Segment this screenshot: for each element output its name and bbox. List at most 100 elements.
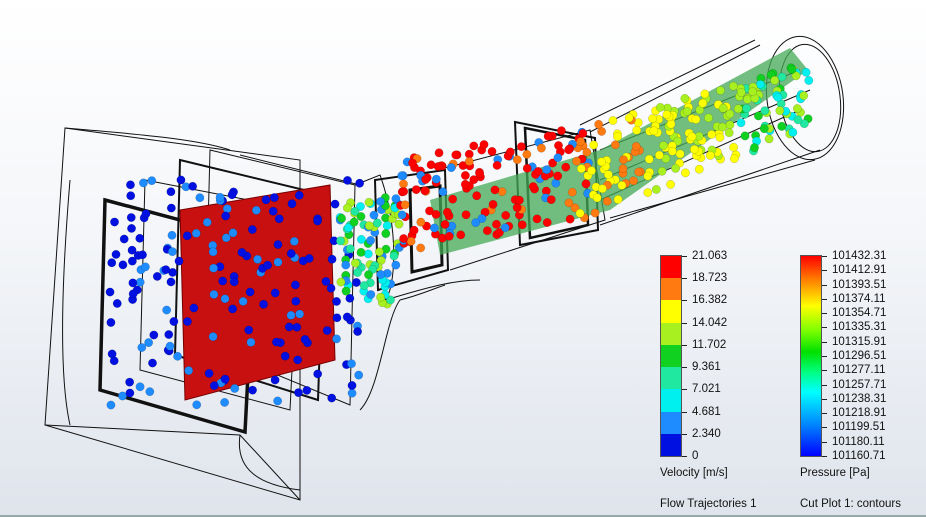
particle	[162, 305, 172, 315]
particle	[270, 375, 280, 385]
particle	[208, 247, 218, 257]
velocity-color-bar	[660, 255, 682, 457]
legend-tick	[822, 370, 827, 372]
velocity-color-band	[661, 389, 681, 412]
particle	[382, 221, 392, 231]
particle	[221, 211, 231, 221]
particle	[736, 87, 746, 97]
particle	[176, 175, 186, 185]
particle	[556, 126, 566, 136]
particle	[788, 127, 798, 137]
particle	[127, 245, 137, 255]
particle	[341, 260, 351, 270]
particle	[227, 190, 237, 200]
particle	[304, 254, 314, 263]
legend-tick	[822, 356, 827, 357]
velocity-color-band	[661, 344, 681, 368]
particle	[128, 289, 138, 299]
particle	[596, 157, 606, 167]
particle	[356, 212, 366, 222]
particle	[355, 202, 365, 211]
particle	[777, 72, 787, 82]
particle	[440, 219, 450, 229]
legend-tick	[822, 341, 827, 343]
particle	[675, 149, 685, 159]
particle	[204, 368, 214, 378]
particle	[144, 338, 154, 348]
particle	[514, 195, 524, 205]
legend-label: 101393.51	[832, 278, 887, 291]
particle	[505, 147, 515, 157]
particle	[215, 192, 225, 202]
particle	[149, 330, 159, 340]
particle	[259, 299, 269, 309]
particle	[516, 142, 526, 152]
particle	[105, 287, 115, 297]
particle	[666, 119, 676, 129]
particle	[680, 94, 690, 103]
particle	[106, 318, 116, 327]
legend-tick	[682, 344, 687, 346]
particle	[135, 382, 145, 392]
legend-tick	[822, 456, 827, 457]
particle	[460, 179, 470, 189]
particle	[350, 206, 360, 216]
particle	[112, 299, 122, 308]
particle	[691, 114, 701, 124]
particle	[597, 184, 607, 194]
legend-tick	[682, 433, 687, 435]
pressure-plot-name: Cut Plot 1: contours	[800, 498, 901, 510]
legend-label: 7.021	[692, 383, 721, 396]
particle	[182, 231, 192, 241]
particle	[522, 149, 532, 159]
particle	[141, 209, 151, 219]
particle	[327, 254, 337, 264]
particle	[715, 132, 725, 142]
particle	[209, 263, 218, 273]
velocity-color-band	[661, 300, 681, 323]
particle	[590, 208, 600, 218]
particle	[106, 400, 116, 410]
legend-label: 2.340	[692, 427, 721, 440]
particle	[125, 388, 135, 398]
particle	[634, 167, 644, 177]
particle	[548, 158, 558, 168]
legend-label: 101160.71	[832, 450, 886, 462]
particle	[294, 388, 303, 398]
particle	[118, 260, 128, 270]
legend-tick	[822, 427, 827, 429]
particle	[742, 94, 752, 104]
particle	[482, 226, 492, 236]
particle	[330, 199, 340, 209]
particle	[391, 260, 401, 270]
particle	[341, 286, 351, 296]
particle	[791, 71, 801, 81]
particle	[336, 277, 346, 287]
particle	[244, 325, 254, 335]
legend-tick	[682, 322, 687, 324]
particle	[191, 228, 201, 238]
particle	[237, 247, 247, 257]
particle	[111, 249, 121, 259]
particle	[127, 223, 136, 233]
particle	[728, 81, 738, 91]
particle	[220, 294, 230, 304]
particle	[456, 230, 466, 240]
particle	[165, 341, 175, 351]
particle	[343, 175, 352, 185]
particle	[643, 171, 653, 181]
particle	[736, 118, 746, 128]
particle	[228, 304, 238, 314]
particle	[118, 391, 127, 401]
particle	[724, 128, 734, 138]
legend-label: 101412.91	[832, 264, 887, 277]
particle	[399, 234, 409, 244]
pressure-color-bar	[800, 255, 822, 457]
particle	[469, 141, 479, 151]
particle	[576, 164, 586, 174]
legend-label: 21.063	[692, 250, 728, 262]
particle	[406, 236, 416, 246]
particle	[385, 295, 395, 305]
particle	[716, 86, 725, 96]
